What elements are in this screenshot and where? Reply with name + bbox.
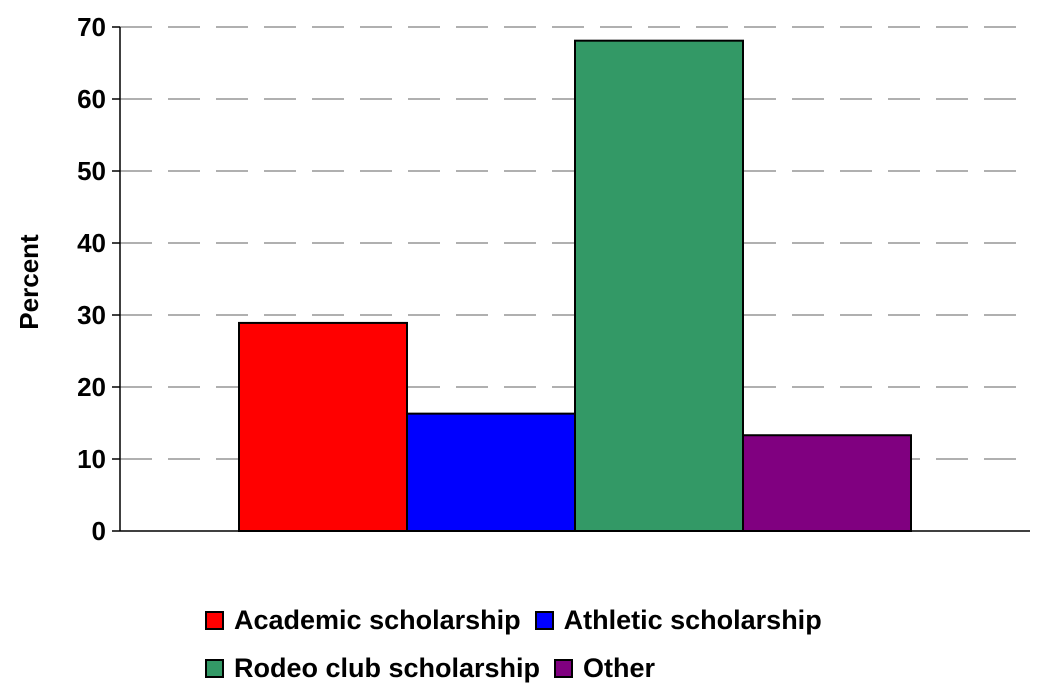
y-tick-label: 30 (77, 300, 106, 330)
bar-other (742, 434, 912, 532)
legend: Academic scholarship Athletic scholarshi… (205, 596, 965, 692)
legend-item-other: Other (554, 653, 655, 684)
y-tick-label: 0 (92, 516, 106, 546)
legend-label: Academic scholarship (234, 604, 521, 635)
bar-athletic (406, 412, 576, 533)
y-tick-label: 40 (77, 228, 106, 258)
y-tick-labels: 0 10 20 30 40 50 60 70 (77, 12, 106, 546)
bar-rodeo-club (574, 39, 744, 533)
y-tick-label: 70 (77, 12, 106, 42)
y-tick-label: 10 (77, 444, 106, 474)
legend-item-academic: Academic scholarship (205, 605, 521, 636)
bar-chart: 0 10 20 30 40 50 60 70 Percent (14, 12, 1030, 546)
y-axis-title: Percent (14, 234, 44, 330)
y-tick-label: 20 (77, 372, 106, 402)
legend-label: Other (583, 652, 656, 683)
bar-academic (238, 321, 408, 533)
axes (112, 26, 1030, 532)
legend-label: Athletic scholarship (563, 604, 822, 635)
bars (238, 39, 912, 533)
y-tick-label: 60 (77, 84, 106, 114)
y-tick-label: 50 (77, 156, 106, 186)
legend-row: Rodeo club scholarship Other (205, 644, 965, 692)
legend-item-rodeo: Rodeo club scholarship (205, 653, 540, 684)
legend-item-athletic: Athletic scholarship (534, 604, 822, 636)
legend-row: Academic scholarship Athletic scholarshi… (205, 596, 965, 644)
legend-swatch (205, 658, 224, 678)
legend-swatch (534, 610, 554, 630)
legend-swatch (205, 610, 224, 630)
legend-label: Rodeo club scholarship (234, 652, 541, 683)
legend-swatch (554, 658, 574, 678)
